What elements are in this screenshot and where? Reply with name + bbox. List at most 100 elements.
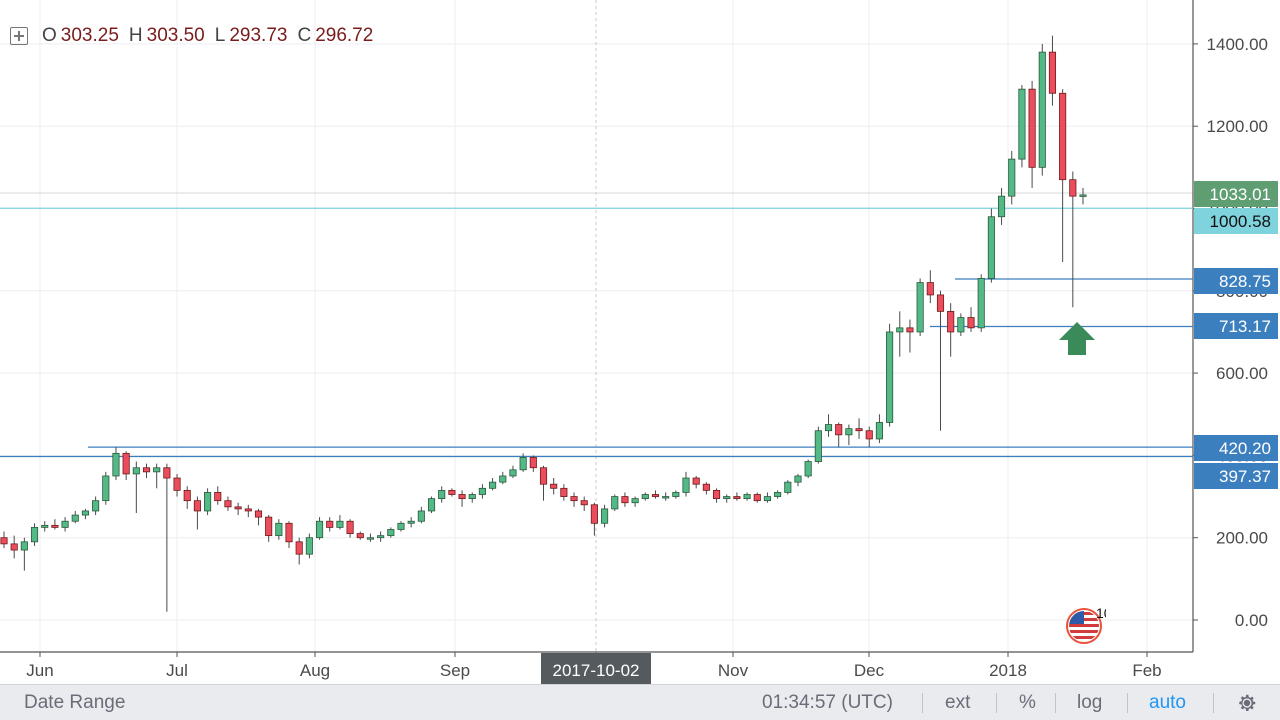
candle[interactable] <box>845 424 853 446</box>
candle[interactable] <box>865 426 873 448</box>
candle[interactable] <box>224 496 232 511</box>
gear-icon[interactable] <box>1236 692 1258 714</box>
candle[interactable] <box>529 455 537 472</box>
candle[interactable] <box>81 508 89 520</box>
candle[interactable] <box>1059 89 1067 262</box>
candle[interactable] <box>580 496 588 511</box>
candle[interactable] <box>835 422 843 448</box>
price-chart[interactable]: 0.00200.00400.00600.00800.001000.001200.… <box>0 0 1280 684</box>
candle[interactable] <box>366 533 375 542</box>
candle[interactable] <box>611 494 619 511</box>
candle[interactable] <box>295 537 303 565</box>
candle[interactable] <box>204 488 212 516</box>
candle[interactable] <box>967 307 975 332</box>
candle[interactable] <box>1018 85 1026 168</box>
candle[interactable] <box>326 517 334 532</box>
candle[interactable] <box>621 492 629 507</box>
candle[interactable] <box>784 480 792 495</box>
candle[interactable] <box>316 517 324 540</box>
candle[interactable] <box>998 187 1006 225</box>
candle[interactable] <box>753 492 761 503</box>
candle[interactable] <box>20 537 28 571</box>
candle[interactable] <box>285 521 293 548</box>
candle[interactable] <box>570 492 578 507</box>
candle[interactable] <box>478 484 486 499</box>
candle[interactable] <box>122 451 130 481</box>
candle[interactable] <box>51 519 59 530</box>
candle[interactable] <box>102 471 110 505</box>
candle[interactable] <box>804 459 812 479</box>
percent-scale-toggle[interactable]: % <box>1019 691 1036 713</box>
candle[interactable] <box>30 523 39 546</box>
candle[interactable] <box>774 490 782 499</box>
candle[interactable] <box>824 414 833 437</box>
candle[interactable] <box>916 278 924 337</box>
candle[interactable] <box>723 494 731 503</box>
candle[interactable] <box>631 496 639 507</box>
candle[interactable] <box>886 323 894 427</box>
candle[interactable] <box>814 426 822 464</box>
candle[interactable] <box>590 502 598 536</box>
candle[interactable] <box>265 515 273 542</box>
horizontal-lines[interactable] <box>0 207 1193 458</box>
candle[interactable] <box>1028 80 1036 188</box>
candle[interactable] <box>987 208 995 283</box>
candle[interactable] <box>875 414 883 444</box>
candle[interactable] <box>1008 150 1016 205</box>
candle[interactable] <box>407 517 415 528</box>
candle[interactable] <box>743 492 751 501</box>
candle[interactable] <box>234 502 242 516</box>
time-axis[interactable]: Jun Jul Aug Sep 2017-10-02 Nov Dec 2018 Feb <box>26 652 1162 684</box>
candle[interactable] <box>926 270 934 304</box>
candle[interactable] <box>1069 171 1077 308</box>
candle[interactable] <box>153 463 161 489</box>
candle[interactable] <box>305 533 313 559</box>
candle[interactable] <box>387 527 395 538</box>
candle[interactable] <box>41 521 49 532</box>
candle[interactable] <box>448 488 456 497</box>
candle[interactable] <box>1079 187 1087 205</box>
candle[interactable] <box>275 519 283 540</box>
candle[interactable] <box>936 290 945 431</box>
candle[interactable] <box>550 478 558 495</box>
candle[interactable] <box>356 531 364 540</box>
candle[interactable] <box>377 531 385 542</box>
candle[interactable] <box>855 418 863 439</box>
candle[interactable] <box>977 274 985 332</box>
log-scale-toggle[interactable]: log <box>1077 691 1103 713</box>
candle[interactable] <box>193 496 201 530</box>
add-indicator-icon[interactable] <box>10 27 28 45</box>
candle[interactable] <box>142 463 151 479</box>
candle[interactable] <box>61 517 69 532</box>
candle[interactable] <box>397 521 405 532</box>
candle[interactable] <box>1048 35 1057 106</box>
candle[interactable] <box>499 471 507 485</box>
candle[interactable] <box>519 453 527 472</box>
candle[interactable] <box>539 465 548 501</box>
candle[interactable] <box>10 535 18 559</box>
candle[interactable] <box>641 492 649 501</box>
candle[interactable] <box>244 504 252 518</box>
candle[interactable] <box>560 484 568 501</box>
candle[interactable] <box>336 515 344 530</box>
candlesticks[interactable] <box>0 35 1087 612</box>
candle[interactable] <box>672 490 680 499</box>
candle[interactable] <box>254 508 263 526</box>
candle[interactable] <box>601 504 609 528</box>
date-range-button[interactable]: Date Range <box>24 691 126 713</box>
candle[interactable] <box>0 531 8 548</box>
ext-hours-toggle[interactable]: ext <box>945 691 971 713</box>
candle[interactable] <box>957 313 965 337</box>
candle[interactable] <box>173 473 181 497</box>
candle[interactable] <box>112 447 120 481</box>
candle[interactable] <box>132 461 140 514</box>
candle[interactable] <box>71 510 79 524</box>
candle[interactable] <box>214 486 222 505</box>
candle[interactable] <box>947 303 955 357</box>
candle[interactable] <box>906 319 914 353</box>
candle[interactable] <box>427 496 436 514</box>
candle[interactable] <box>794 473 802 487</box>
candle[interactable] <box>1038 43 1046 176</box>
candle[interactable] <box>763 492 771 503</box>
candle[interactable] <box>712 488 721 503</box>
